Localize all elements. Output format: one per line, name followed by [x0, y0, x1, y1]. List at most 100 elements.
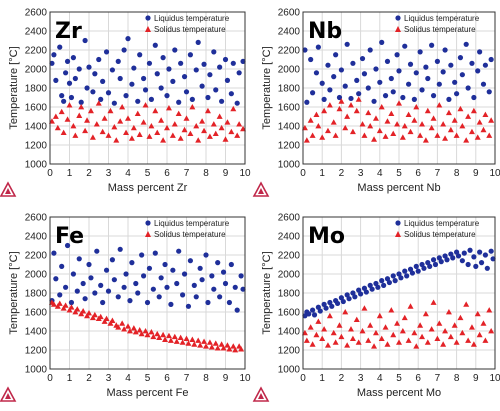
liquidus-point: [452, 79, 458, 85]
solidus-point: [132, 328, 139, 335]
solidus-point: [424, 339, 431, 345]
solidus-point: [224, 119, 231, 125]
liquidus-point: [467, 247, 473, 253]
x-tick-label: 8: [454, 373, 460, 384]
solidus-point: [89, 314, 96, 321]
solidus-point: [313, 331, 320, 338]
solidus-point: [488, 328, 495, 334]
liquidus-point: [455, 253, 462, 259]
liquidus-point: [421, 265, 427, 271]
solidus-point: [384, 118, 391, 124]
liquidus-point: [191, 282, 197, 288]
liquidus-point: [185, 303, 192, 309]
solidus-point: [307, 324, 314, 330]
liquidus-point: [154, 71, 160, 77]
liquidus-point: [457, 55, 464, 61]
solidus-point: [382, 133, 389, 139]
y-tick-label: 2400: [278, 27, 301, 38]
solidus-point: [181, 126, 188, 133]
liquidus-point: [174, 280, 180, 287]
x-tick-label: 0: [47, 373, 53, 384]
y-axis-label: Temperature [°C]: [8, 251, 20, 334]
solidus-point: [388, 110, 395, 117]
y-tick-label: 2000: [278, 65, 301, 76]
solidus-point: [336, 105, 343, 112]
liquidus-point: [388, 75, 394, 82]
x-tick-label: 1: [67, 373, 73, 384]
liquidus-point: [181, 74, 188, 80]
solidus-point: [476, 331, 483, 338]
liquidus-point: [222, 280, 229, 287]
solidus-point: [307, 117, 314, 123]
liquidus-point: [459, 72, 465, 78]
liquidus-point: [390, 89, 396, 95]
liquidus-point: [57, 44, 63, 50]
solidus-point: [348, 326, 354, 332]
liquidus-point: [400, 94, 406, 101]
y-tick-label: 1200: [278, 141, 301, 152]
solidus-point: [407, 303, 414, 309]
liquidus-point: [59, 263, 65, 269]
liquidus-point: [356, 91, 362, 97]
solidus-point: [193, 123, 200, 129]
solidus-point: [372, 115, 379, 121]
liquidus-point: [141, 273, 147, 279]
solidus-point: [315, 318, 322, 324]
solidus-point: [146, 133, 153, 139]
liquidus-point: [311, 312, 318, 318]
solidus-point: [126, 328, 133, 334]
legend-marker-liquidus: [145, 15, 151, 21]
legend: Liquidus temperature Solidus temperature: [395, 219, 480, 239]
liquidus-point: [205, 299, 211, 306]
solidus-point: [401, 314, 408, 321]
liquidus-point: [440, 69, 446, 75]
liquidus-point: [115, 58, 121, 64]
liquidus-point: [219, 98, 225, 104]
liquidus-point: [338, 67, 344, 73]
solidus-point: [371, 343, 378, 349]
solidus-point: [171, 333, 178, 340]
solidus-point: [396, 100, 402, 106]
liquidus-point: [382, 93, 389, 99]
solidus-point: [468, 324, 475, 330]
liquidus-point: [164, 284, 170, 290]
plot-frame: [302, 216, 496, 370]
liquidus-point: [477, 249, 483, 255]
liquidus-point: [195, 39, 201, 46]
liquidus-point: [315, 44, 321, 50]
liquidus-point: [394, 52, 400, 58]
solidus-point: [348, 102, 354, 108]
legend-entry: Liquidus temperature: [404, 14, 480, 23]
solidus-point: [54, 124, 61, 131]
liquidus-point: [317, 308, 323, 314]
legend-entry: Liquidus temperature: [154, 14, 230, 23]
x-tick-label: 3: [358, 168, 364, 179]
liquidus-point: [340, 298, 346, 305]
solidus-point: [105, 132, 112, 138]
y-tick-label: 1800: [278, 84, 301, 95]
liquidus-point: [181, 271, 188, 277]
liquidus-point: [180, 292, 186, 298]
legend: Liquidus temperature Solidus temperature: [145, 14, 230, 34]
liquidus-point: [144, 299, 151, 306]
liquidus-point: [427, 263, 433, 269]
solidus-point: [68, 304, 75, 310]
liquidus-point: [100, 299, 106, 306]
y-tick-label: 2200: [25, 46, 48, 57]
liquidus-point: [150, 286, 156, 292]
liquidus-point: [129, 81, 135, 87]
element-label: Mo: [308, 224, 345, 249]
solidus-point: [430, 299, 437, 305]
y-axis-label: Temperature [°C]: [8, 46, 20, 129]
x-tick-label: 6: [164, 168, 170, 179]
liquidus-point: [86, 64, 92, 70]
solidus-point: [66, 102, 73, 108]
solidus-point: [480, 320, 487, 326]
solidus-point: [411, 117, 418, 123]
liquidus-point: [109, 67, 115, 73]
solidus-point: [189, 104, 196, 110]
liquidus-point: [442, 47, 448, 53]
solidus-point: [64, 116, 71, 122]
solidus-point: [128, 135, 135, 141]
y-tick-label: 2200: [25, 251, 48, 262]
